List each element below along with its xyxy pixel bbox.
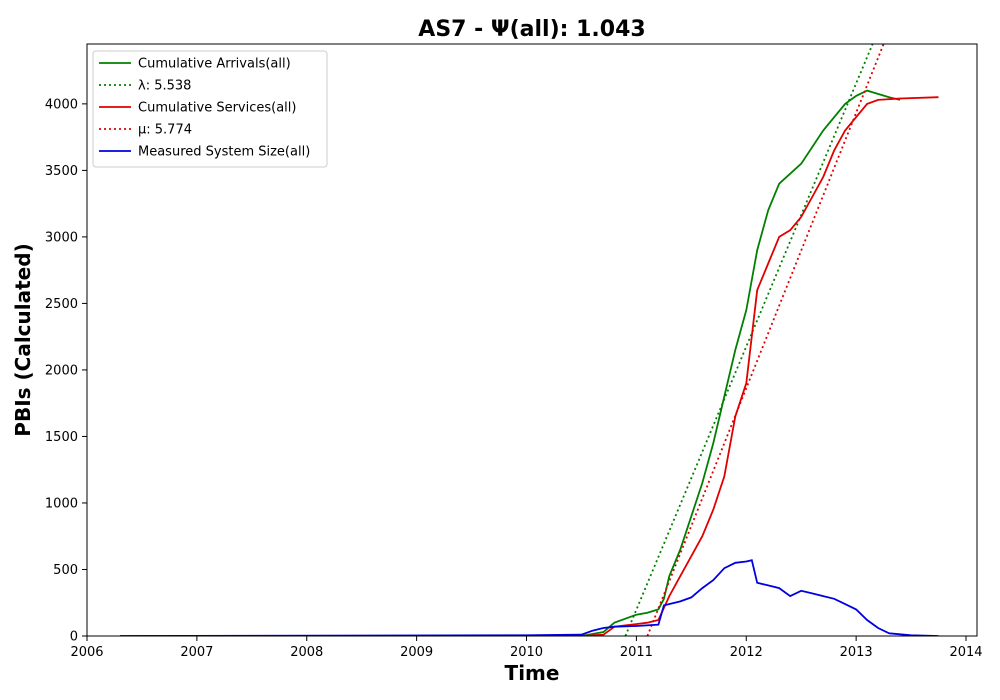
x-tick-label: 2010 <box>510 645 543 660</box>
legend: Cumulative Arrivals(all) λ: 5.538 Cumulati… <box>92 50 328 168</box>
series-line-4 <box>119 559 939 636</box>
x-tick-label: 2007 <box>180 645 213 660</box>
legend-label: Cumulative Services(all) <box>138 101 296 116</box>
x-tick-label: 2008 <box>290 645 323 660</box>
y-axis-label: PBIs (Calculated) <box>11 243 35 436</box>
series-line-1 <box>624 44 874 636</box>
x-tick-label: 2011 <box>620 645 653 660</box>
legend-label: Cumulative Arrivals(all) <box>138 57 291 72</box>
y-tick-label: 2000 <box>45 363 78 378</box>
x-axis: 2006 2007 2008 2009 2010 2011 2012 2013 2014 <box>70 636 983 660</box>
x-tick-label: 2014 <box>949 645 982 660</box>
series-line-0 <box>120 89 901 636</box>
y-tick-label: 1500 <box>45 430 78 445</box>
y-tick-label: 4000 <box>45 97 78 112</box>
series-line-3 <box>646 44 885 636</box>
legend-label: μ: 5.774 <box>138 123 192 138</box>
x-tick-label: 2009 <box>400 645 433 660</box>
y-tick-label: 500 <box>53 563 78 578</box>
y-tick-label: 2500 <box>45 297 78 312</box>
plot-frame <box>86 43 978 637</box>
y-tick-label: 3500 <box>45 164 78 179</box>
x-axis-label: Time <box>505 661 560 685</box>
plot-area <box>119 44 939 636</box>
y-tick-label: 3000 <box>45 230 78 245</box>
x-tick-label: 2013 <box>840 645 873 660</box>
chart-title: AS7 - Ψ(all): 1.043 <box>418 17 645 42</box>
legend-label: λ: 5.538 <box>138 79 191 94</box>
x-tick-label: 2012 <box>730 645 763 660</box>
y-tick-label: 0 <box>70 630 78 645</box>
series-line-2 <box>581 96 939 636</box>
y-tick-label: 1000 <box>45 496 78 511</box>
x-tick-label: 2006 <box>70 645 103 660</box>
legend-label: Measured System Size(all) <box>138 145 310 160</box>
y-axis: 0 500 1000 1500 2000 2500 3000 3500 4000 <box>45 97 87 645</box>
legend-box <box>92 50 328 168</box>
